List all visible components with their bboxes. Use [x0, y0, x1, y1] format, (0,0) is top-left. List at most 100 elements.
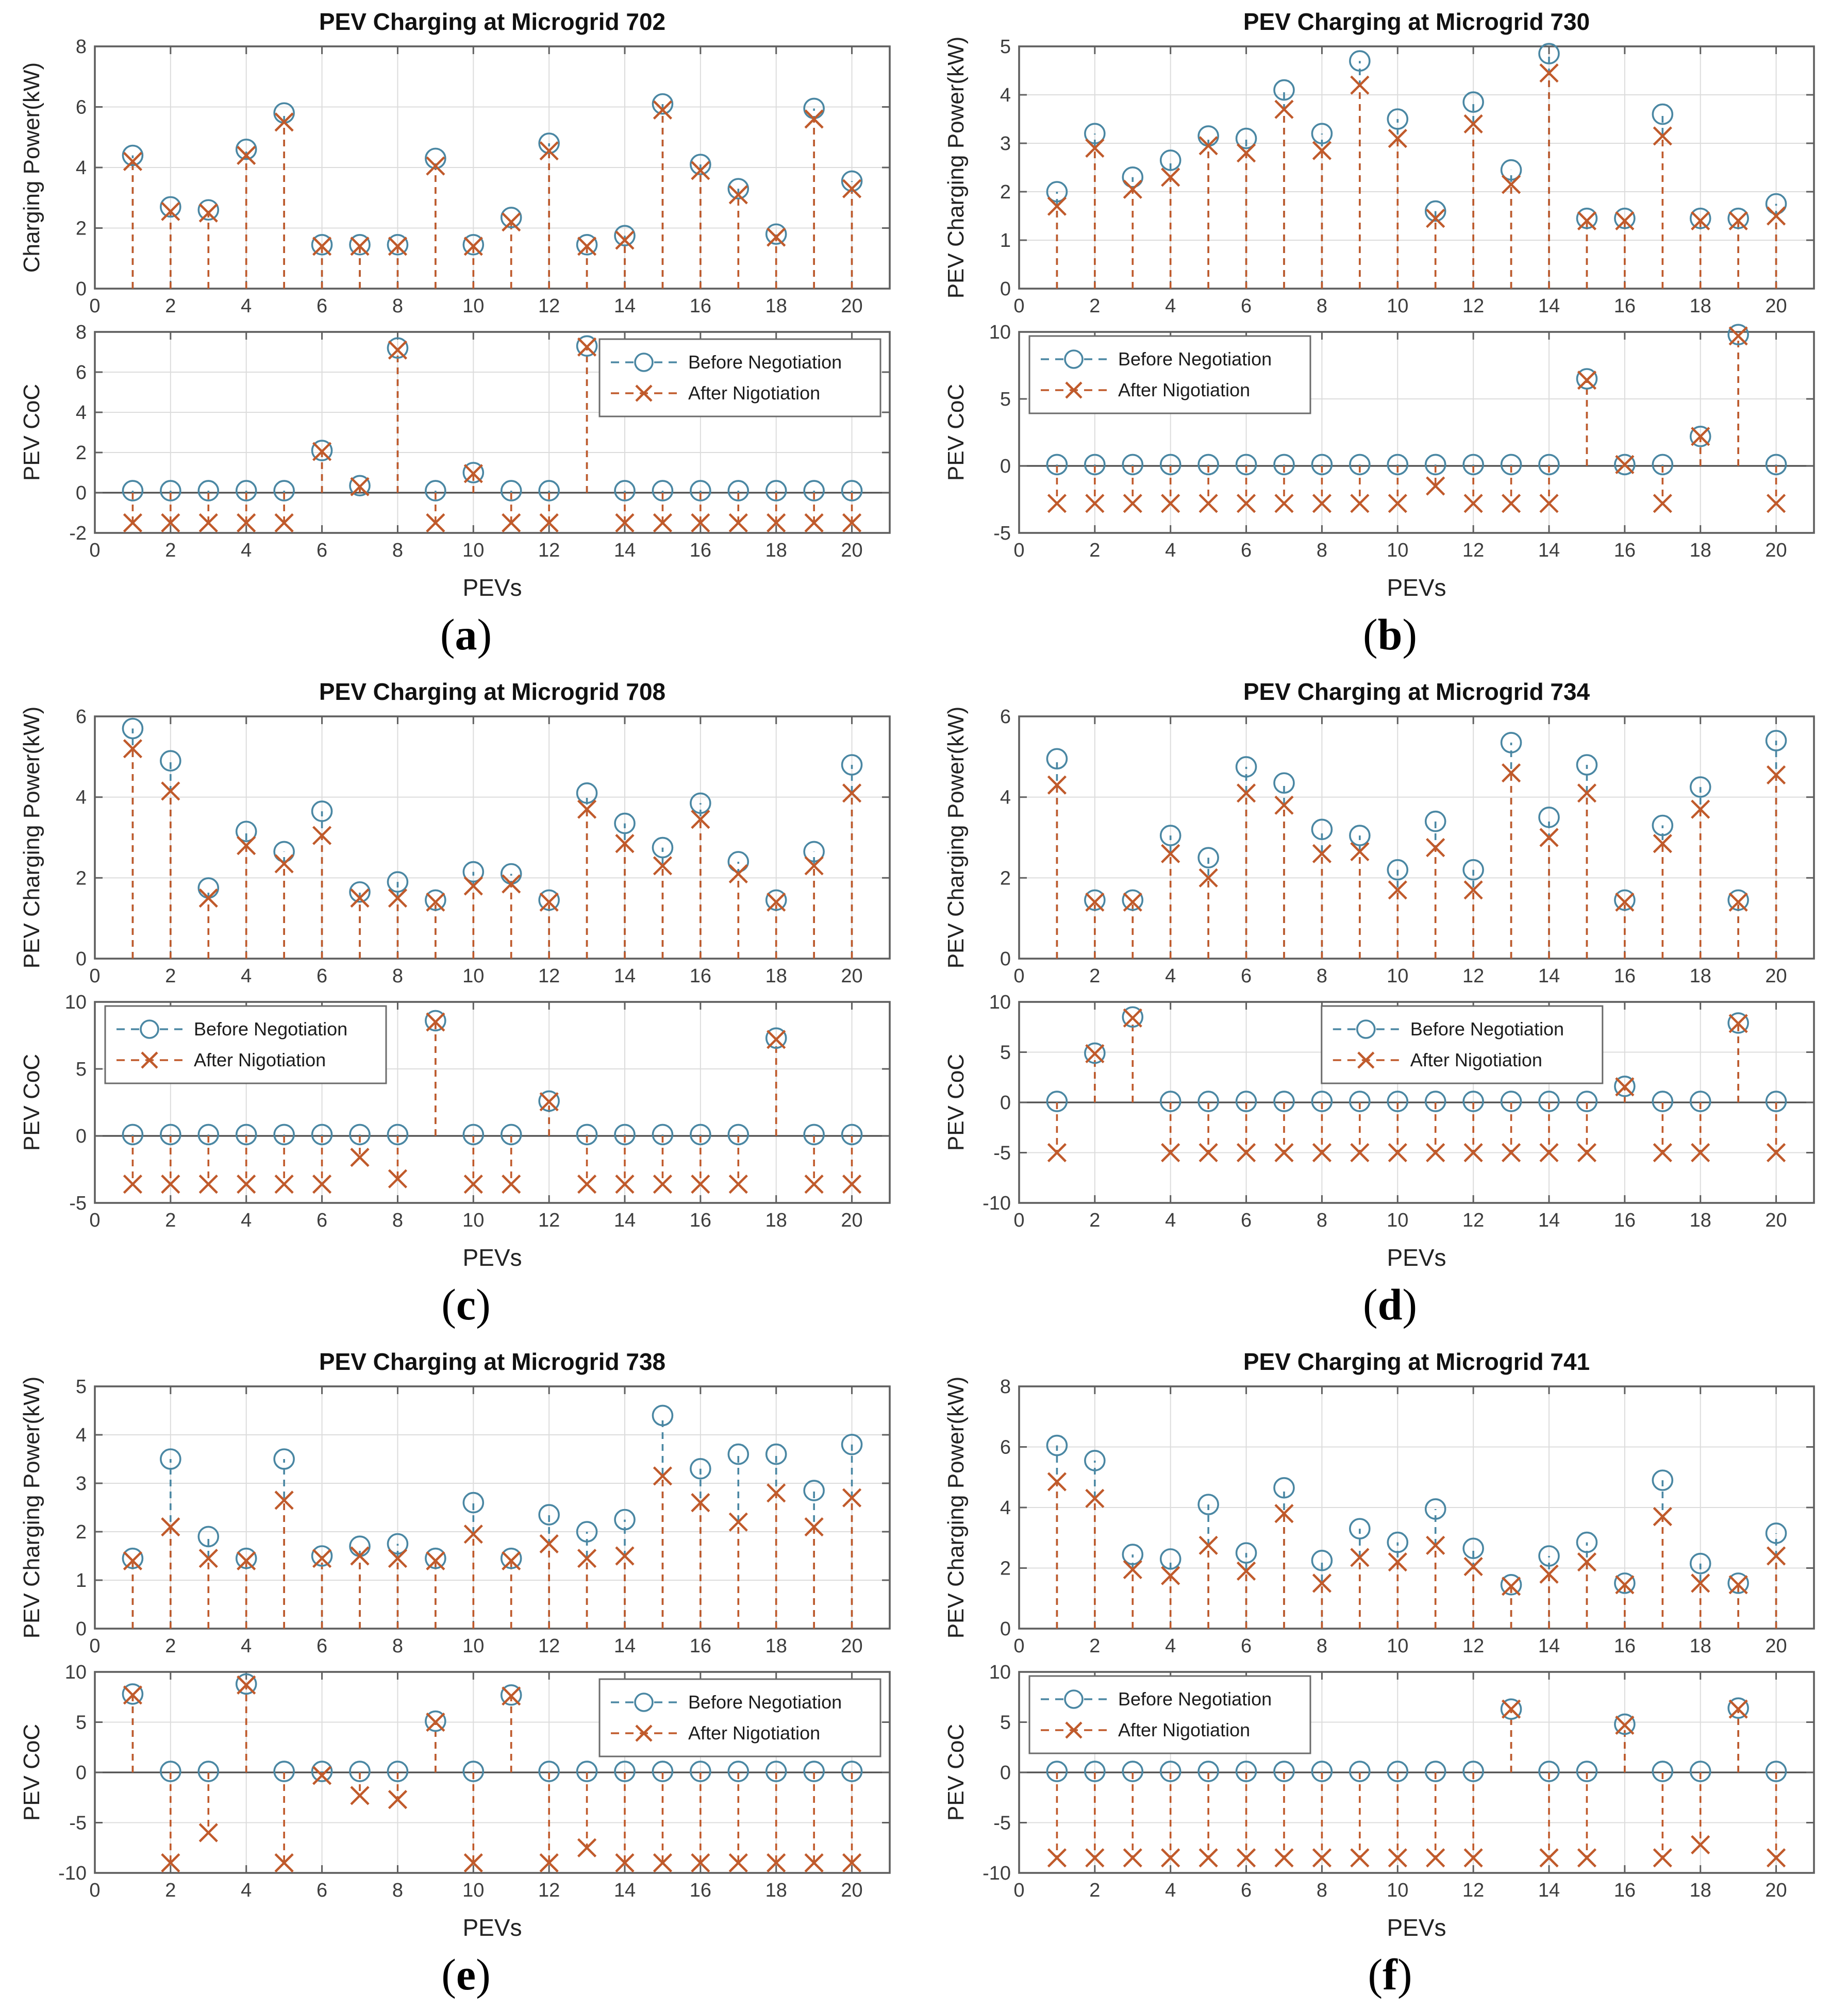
svg-text:5: 5 — [76, 1712, 87, 1734]
subfigure-caption: (c) — [441, 1280, 491, 1329]
chart-title: PEV Charging at Microgrid 738 — [319, 1348, 665, 1375]
svg-text:6: 6 — [1241, 540, 1252, 561]
y-tick-labels: 0 2 4 6 — [76, 706, 87, 970]
y-axis-label: PEV CoC — [943, 1054, 969, 1151]
svg-text:10: 10 — [1387, 1210, 1408, 1231]
after-markers — [123, 1012, 862, 1194]
x-tick-labels: 0 2 4 6 8 10 12 14 16 18 20 — [89, 965, 862, 987]
svg-text:16: 16 — [690, 965, 711, 987]
svg-text:4: 4 — [76, 787, 87, 809]
svg-text:6: 6 — [1000, 706, 1010, 728]
svg-text:8: 8 — [1316, 965, 1327, 987]
svg-text:4: 4 — [1165, 295, 1176, 317]
svg-text:0: 0 — [89, 540, 100, 561]
y-axis-label: PEV CoC — [19, 384, 44, 481]
after-stems — [1056, 1018, 1777, 1153]
chart-title: PEV Charging at Microgrid 730 — [1243, 8, 1589, 35]
svg-text:-10: -10 — [983, 1193, 1011, 1214]
y-axis-label: PEV Charging Power(kW) — [943, 37, 969, 299]
before-markers — [1046, 1697, 1787, 1782]
svg-text:6: 6 — [1241, 1880, 1252, 1901]
subfigure-e: 0 2 4 6 8 10 12 14 16 18 20 0 1 2 3 4 5 PEV Charging at M… — [0, 1340, 924, 2010]
coc-chart: 0 2 4 6 8 10 12 14 16 18 20 -10 -5 0 5 10 PEV CoC PEVs Bef… — [941, 993, 1839, 1281]
svg-text:2: 2 — [165, 1880, 176, 1901]
svg-text:4: 4 — [1000, 787, 1010, 809]
caption-letter: a — [455, 610, 477, 659]
svg-text:-10: -10 — [58, 1863, 87, 1884]
svg-text:0: 0 — [1000, 1092, 1010, 1114]
after-markers — [1047, 326, 1786, 513]
svg-text:20: 20 — [841, 1880, 862, 1901]
y-axis-label: PEV Charging Power(kW) — [19, 707, 44, 969]
svg-text:12: 12 — [538, 1880, 560, 1901]
y-axis-label: Charging Power(kW) — [19, 62, 44, 273]
subfigure-caption: (a) — [440, 610, 492, 659]
subfigure-a: 0 2 4 6 8 10 12 14 16 18 20 0 2 4 6 8 PEV Charging at Mi… — [0, 0, 924, 670]
svg-text:14: 14 — [1538, 1880, 1559, 1901]
after-markers — [1047, 763, 1786, 912]
svg-text:0: 0 — [89, 1210, 100, 1231]
before-markers — [122, 1010, 863, 1146]
svg-text:2: 2 — [1089, 1880, 1100, 1901]
after-stems — [1056, 1482, 1777, 1629]
before-markers — [122, 93, 863, 256]
legend-label: Before Negotiation — [1118, 348, 1272, 370]
svg-text:6: 6 — [76, 362, 87, 383]
svg-text:4: 4 — [241, 1210, 252, 1231]
svg-text:8: 8 — [76, 323, 87, 343]
axes-box — [94, 331, 891, 534]
svg-text:0: 0 — [1013, 1635, 1024, 1657]
legend-label: Before Negotiation — [194, 1018, 347, 1040]
svg-text:1: 1 — [76, 1570, 87, 1592]
chart-title: PEV Charging at Microgrid 741 — [1243, 1348, 1589, 1375]
svg-text:0: 0 — [89, 295, 100, 317]
svg-text:18: 18 — [765, 295, 787, 317]
axes-box — [1018, 331, 1815, 534]
svg-text:-10: -10 — [983, 1863, 1011, 1884]
svg-text:4: 4 — [76, 157, 87, 179]
svg-text:2: 2 — [76, 218, 87, 240]
svg-text:6: 6 — [1241, 1635, 1252, 1657]
svg-text:8: 8 — [1316, 1880, 1327, 1901]
svg-text:18: 18 — [765, 1210, 787, 1231]
subfigure-d: 0 2 4 6 8 10 12 14 16 18 20 0 2 4 6 PEV Charging at Mic… — [924, 670, 1848, 1340]
legend: Before Negotiation After Nigotiation — [1320, 1005, 1603, 1084]
legend: Before Negotiation After Nigotiation — [104, 1005, 387, 1084]
after-stems — [1056, 73, 1777, 289]
svg-text:20: 20 — [841, 1635, 862, 1657]
svg-text:18: 18 — [765, 540, 787, 561]
svg-text:4: 4 — [1165, 1635, 1176, 1657]
x-tick-labels: 0 2 4 6 8 10 12 14 16 18 20 — [89, 295, 862, 317]
svg-text:14: 14 — [614, 540, 636, 561]
legend-label: After Nigotiation — [1118, 1719, 1250, 1740]
svg-text:0: 0 — [76, 1618, 87, 1640]
svg-text:6: 6 — [1241, 965, 1252, 987]
svg-text:12: 12 — [538, 965, 560, 987]
svg-text:16: 16 — [690, 1635, 711, 1657]
svg-text:4: 4 — [1000, 1497, 1010, 1519]
chart-title: PEV Charging at Microgrid 734 — [1243, 678, 1590, 705]
before-markers — [1046, 730, 1787, 911]
svg-text:20: 20 — [1765, 540, 1787, 561]
svg-text:0: 0 — [1000, 278, 1010, 300]
svg-text:10: 10 — [989, 323, 1010, 343]
subfigure-caption: (b) — [1362, 610, 1418, 659]
legend: Before Negotiation After Nigotiation — [1028, 335, 1311, 414]
y-axis-label: PEV Charging Power(kW) — [19, 1377, 44, 1639]
svg-text:10: 10 — [1387, 1635, 1408, 1657]
y-tick-labels: 0 1 2 3 4 5 — [1000, 36, 1010, 300]
svg-text:10: 10 — [462, 1635, 484, 1657]
legend-label: After Nigotiation — [688, 1722, 820, 1744]
legend-label: After Nigotiation — [1118, 379, 1250, 400]
axes-box — [94, 1001, 891, 1204]
caption-letter: b — [1377, 610, 1403, 659]
before-markers — [122, 717, 863, 911]
svg-text:2: 2 — [165, 540, 176, 561]
y-tick-labels: -2 0 2 4 6 8 — [69, 323, 87, 544]
svg-text:10: 10 — [1387, 540, 1408, 561]
legend: Before Negotiation After Nigotiation — [598, 338, 881, 417]
svg-text:6: 6 — [1241, 1210, 1252, 1231]
